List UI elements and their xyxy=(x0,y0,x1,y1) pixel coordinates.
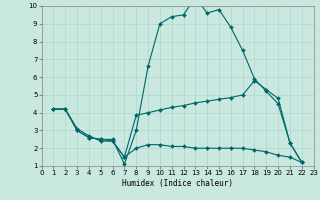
X-axis label: Humidex (Indice chaleur): Humidex (Indice chaleur) xyxy=(122,179,233,188)
